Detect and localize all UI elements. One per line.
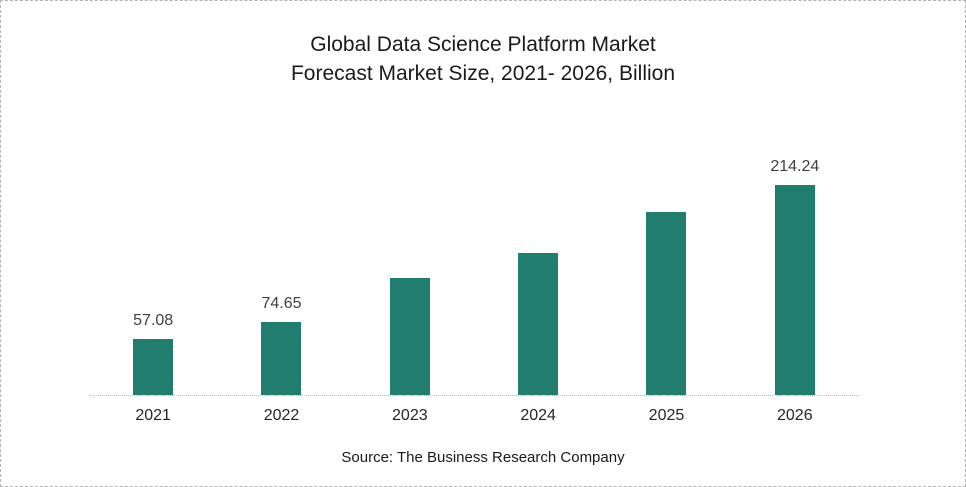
bar-value-label-2021: 57.08 xyxy=(133,312,174,330)
source-note: Source: The Business Research Company xyxy=(341,449,625,466)
bar-value-label-2022: 74.65 xyxy=(261,294,302,312)
x-axis-label-2021: 2021 xyxy=(135,407,171,424)
chart-title: Global Data Science Platform Market Fore… xyxy=(1,31,965,89)
bar-2021 xyxy=(133,339,174,395)
bar-2023 xyxy=(389,278,430,395)
x-axis-label-2026: 2026 xyxy=(777,407,813,424)
x-axis-label-2025: 2025 xyxy=(648,407,685,424)
x-axis-label-2024: 2024 xyxy=(520,407,556,424)
chart-title-line-1: Global Data Science Platform Market xyxy=(310,33,656,56)
plot-area: 57.08 74.65 214.24 xyxy=(89,101,859,396)
bar-column-2021: 57.08 xyxy=(89,101,217,395)
bar-column-2023 xyxy=(346,101,474,395)
bar-value-label-2026: 214.24 xyxy=(770,158,820,175)
x-axis-label-2022: 2022 xyxy=(263,407,300,424)
bar-column-2025 xyxy=(602,101,730,395)
x-axis-labels: 2021 2022 2023 2024 2025 2026 xyxy=(89,407,859,425)
bar-column-2024 xyxy=(474,101,602,395)
bar-column-2022: 74.65 xyxy=(217,101,345,395)
x-axis-label-2023: 2023 xyxy=(392,407,428,424)
bar-2026 xyxy=(774,185,815,395)
bar-column-2026: 214.24 xyxy=(731,101,859,395)
bar-2024 xyxy=(518,253,559,395)
bar-2022 xyxy=(261,321,302,395)
chart-title-line-2: Forecast Market Size, 2021- 2026, Billio… xyxy=(290,61,676,85)
bar-2025 xyxy=(646,211,687,395)
